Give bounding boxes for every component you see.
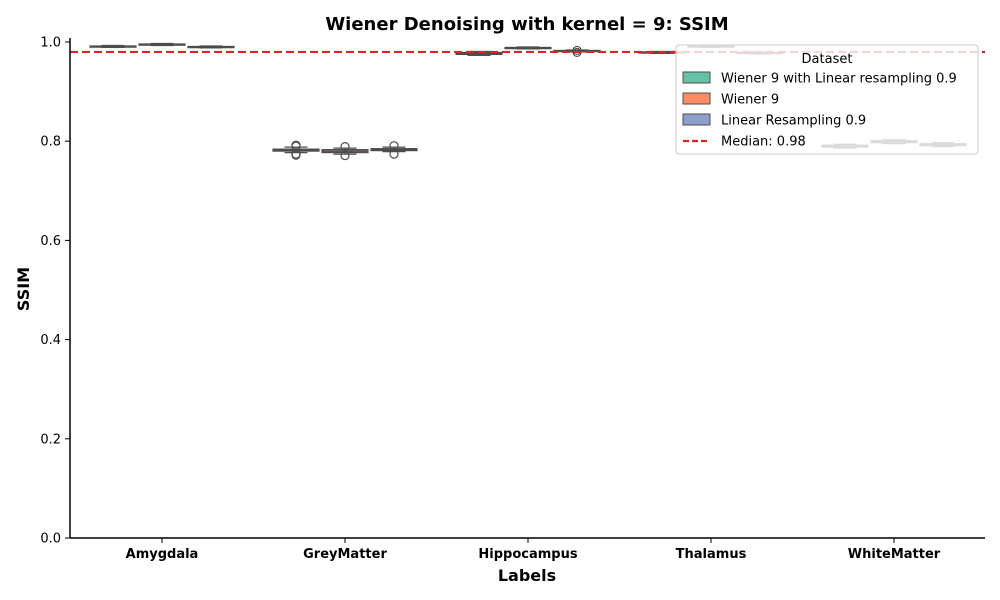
box-greymatter-series-2 xyxy=(321,142,369,161)
outlier-point xyxy=(340,142,350,152)
y-tick-label: 0.8 xyxy=(40,135,61,150)
box-amygdala-series-2 xyxy=(138,42,186,47)
x-ticks: Amygdala GreyMatter Hippocampus Thalamus Whi… xyxy=(126,538,941,562)
outlier-point xyxy=(340,150,350,161)
y-tick-label: 1.0 xyxy=(40,36,61,51)
box-amygdala-series-1 xyxy=(89,44,137,49)
category-label-thalamus: Thalamus xyxy=(676,547,747,562)
legend-title: Dataset xyxy=(802,52,853,67)
box-greymatter-series-1 xyxy=(272,140,320,160)
category-label-whitematter: WhiteMatter xyxy=(848,547,941,562)
x-axis-title: Labels xyxy=(498,566,556,585)
y-tick-label: 0.0 xyxy=(40,532,61,547)
legend-label-3: Linear Resampling 0.9 xyxy=(721,114,866,129)
chart-title: Wiener Denoising with kernel = 9: SSIM xyxy=(325,14,728,35)
legend-label-median: Median: 0.98 xyxy=(721,135,806,150)
legend-swatch-1 xyxy=(682,71,711,84)
legend-swatch-3 xyxy=(682,113,711,126)
y-axis-title: SSIM xyxy=(14,267,33,311)
outlier-point xyxy=(389,141,399,151)
category-label-hippocampus: Hippocampus xyxy=(478,547,577,562)
legend-label-1: Wiener 9 with Linear resampling 0.9 xyxy=(721,72,957,87)
y-tick-label: 0.2 xyxy=(40,432,61,447)
y-tick-label: 0.6 xyxy=(40,234,61,249)
legend-label-2: Wiener 9 xyxy=(721,93,779,108)
legend: Dataset Wiener 9 with Linear resampling … xyxy=(675,44,979,155)
box-greymatter-series-3 xyxy=(370,141,418,159)
legend-frame xyxy=(675,44,979,155)
legend-swatch-2 xyxy=(682,92,711,105)
category-label-amygdala: Amygdala xyxy=(126,547,199,562)
category-label-greymatter: GreyMatter xyxy=(303,547,387,562)
outlier-point xyxy=(572,45,582,56)
y-tick-label: 0.4 xyxy=(40,333,61,348)
y-ticks: 0.0 0.2 0.4 0.6 0.8 1.0 xyxy=(40,36,70,547)
box-hippocampus-series-2 xyxy=(504,46,552,50)
box-amygdala-series-3 xyxy=(187,45,235,49)
outlier-point xyxy=(291,140,301,150)
